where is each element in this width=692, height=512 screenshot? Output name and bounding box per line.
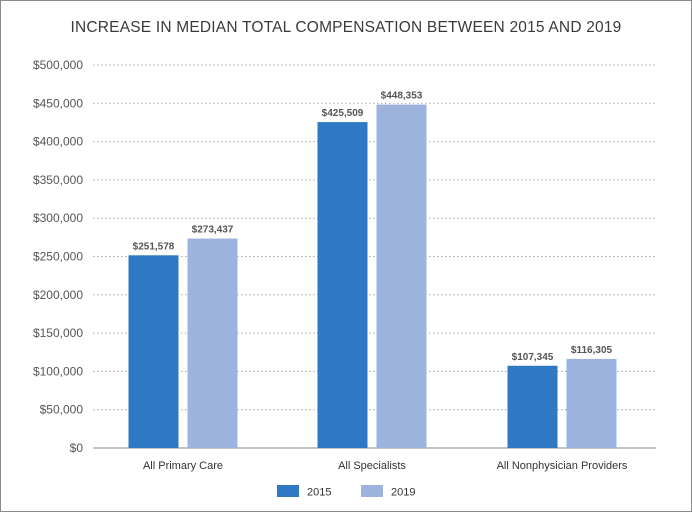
bar-2019-1 bbox=[187, 238, 238, 448]
data-label-2019-3: $116,305 bbox=[571, 345, 613, 356]
y-tick-label: $500,000 bbox=[33, 58, 83, 72]
y-tick-label: $0 bbox=[70, 441, 84, 455]
y-tick-label: $50,000 bbox=[40, 403, 84, 417]
legend-swatch-2015 bbox=[277, 485, 299, 497]
legend-swatch-2019 bbox=[361, 485, 383, 497]
bar-2015-1 bbox=[128, 255, 179, 448]
category-label: All Nonphysician Providers bbox=[497, 460, 628, 472]
data-labels: $251,578 $425,509 $107,345 $273,437 $448,353… bbox=[133, 91, 613, 363]
y-tick-label: $450,000 bbox=[33, 96, 83, 110]
category-label: All Primary Care bbox=[143, 460, 223, 472]
legend-label-2019: 2019 bbox=[391, 487, 415, 499]
bar-2015-2 bbox=[317, 122, 368, 448]
y-tick-label: $200,000 bbox=[33, 288, 83, 302]
y-tick-label: $300,000 bbox=[33, 211, 83, 225]
data-label-2015-1: $251,578 bbox=[133, 241, 175, 252]
category-label: All Specialists bbox=[338, 460, 406, 472]
bar-2015-3 bbox=[507, 365, 558, 448]
y-tick-label: $150,000 bbox=[33, 326, 83, 340]
legend: 2015 2019 bbox=[277, 485, 415, 499]
y-tick-label: $100,000 bbox=[33, 364, 83, 378]
data-label-2015-3: $107,345 bbox=[512, 352, 554, 363]
y-tick-label: $400,000 bbox=[33, 135, 83, 149]
y-axis-ticks: $0 $50,000 $100,000 $150,000 $200,000 $250,00… bbox=[33, 58, 83, 455]
bars bbox=[128, 104, 617, 449]
y-tick-label: $350,000 bbox=[33, 173, 83, 187]
bar-2019-2 bbox=[376, 104, 427, 449]
gridlines bbox=[93, 64, 656, 449]
legend-label-2015: 2015 bbox=[307, 487, 331, 499]
data-label-2019-1: $273,437 bbox=[192, 225, 234, 236]
y-tick-label: $250,000 bbox=[33, 250, 83, 264]
data-label-2019-2: $448,353 bbox=[381, 91, 423, 102]
data-label-2015-2: $425,509 bbox=[322, 108, 364, 119]
bar-2019-3 bbox=[566, 358, 617, 448]
x-axis-categories: All Primary Care All Specialists All Nonph… bbox=[143, 460, 628, 472]
chart-title: INCREASE IN MEDIAN TOTAL COMPENSATION BE… bbox=[70, 19, 622, 36]
